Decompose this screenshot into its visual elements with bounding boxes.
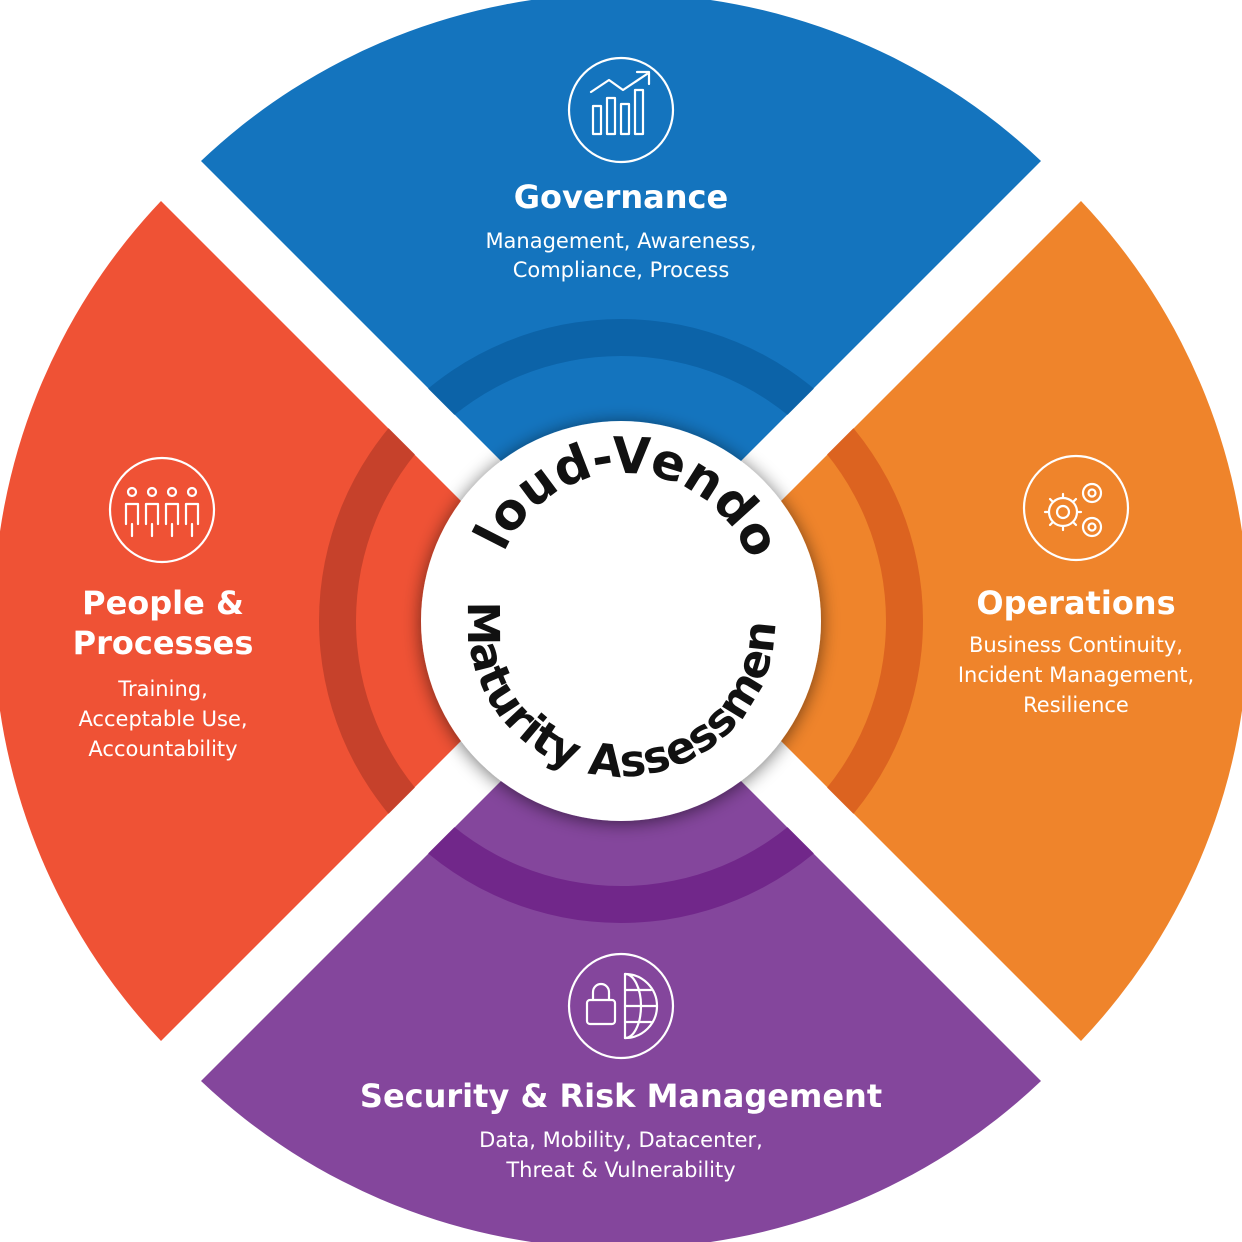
security-subtitle-line2: Threat & Vulnerability <box>505 1158 735 1182</box>
people-title-line2: Processes <box>73 624 254 662</box>
people-subtitle-line2: Acceptable Use, <box>78 707 247 731</box>
security-title: Security & Risk Management <box>360 1077 882 1115</box>
people-title-line1: People & <box>82 584 244 622</box>
people-ring-band <box>319 407 434 835</box>
operations-ring-band <box>808 407 923 835</box>
security-ring-band <box>407 808 835 923</box>
operations-content: Operations Business Continuity, Incident… <box>958 454 1194 717</box>
growth-chart-icon <box>567 56 675 164</box>
governance-subtitle-line2: Compliance, Process <box>513 258 730 282</box>
operations-subtitle-line3: Resilience <box>1023 693 1129 717</box>
people-subtitle-line3: Accountability <box>88 737 237 761</box>
operations-subtitle-line2: Incident Management, <box>958 663 1194 687</box>
governance-title: Governance <box>514 178 728 216</box>
security-wedge <box>201 661 1041 1242</box>
security-subtitle-line1: Data, Mobility, Datacenter, <box>479 1128 763 1152</box>
operations-wedge <box>661 201 1242 1041</box>
segment-operations <box>661 201 1242 1041</box>
governance-content: Governance Management, Awareness, Compli… <box>485 56 757 282</box>
people-content: People & Processes Training, Acceptable … <box>73 456 254 761</box>
operations-title: Operations <box>976 584 1175 622</box>
people-icon <box>108 456 216 564</box>
segment-people <box>0 201 581 1041</box>
people-wedge <box>0 201 581 1041</box>
security-content: Security & Risk Management Data, Mobilit… <box>360 952 882 1182</box>
governance-wedge <box>201 0 1041 581</box>
governance-ring-band <box>407 319 835 434</box>
segment-security <box>201 661 1041 1242</box>
ring-bands <box>319 319 923 923</box>
segment-governance <box>201 0 1041 581</box>
gears-icon <box>1022 454 1130 562</box>
governance-subtitle-line1: Management, Awareness, <box>485 229 756 253</box>
globe-lock-icon <box>567 952 675 1060</box>
people-subtitle-line1: Training, <box>117 677 208 701</box>
operations-subtitle-line1: Business Continuity, <box>969 633 1183 657</box>
